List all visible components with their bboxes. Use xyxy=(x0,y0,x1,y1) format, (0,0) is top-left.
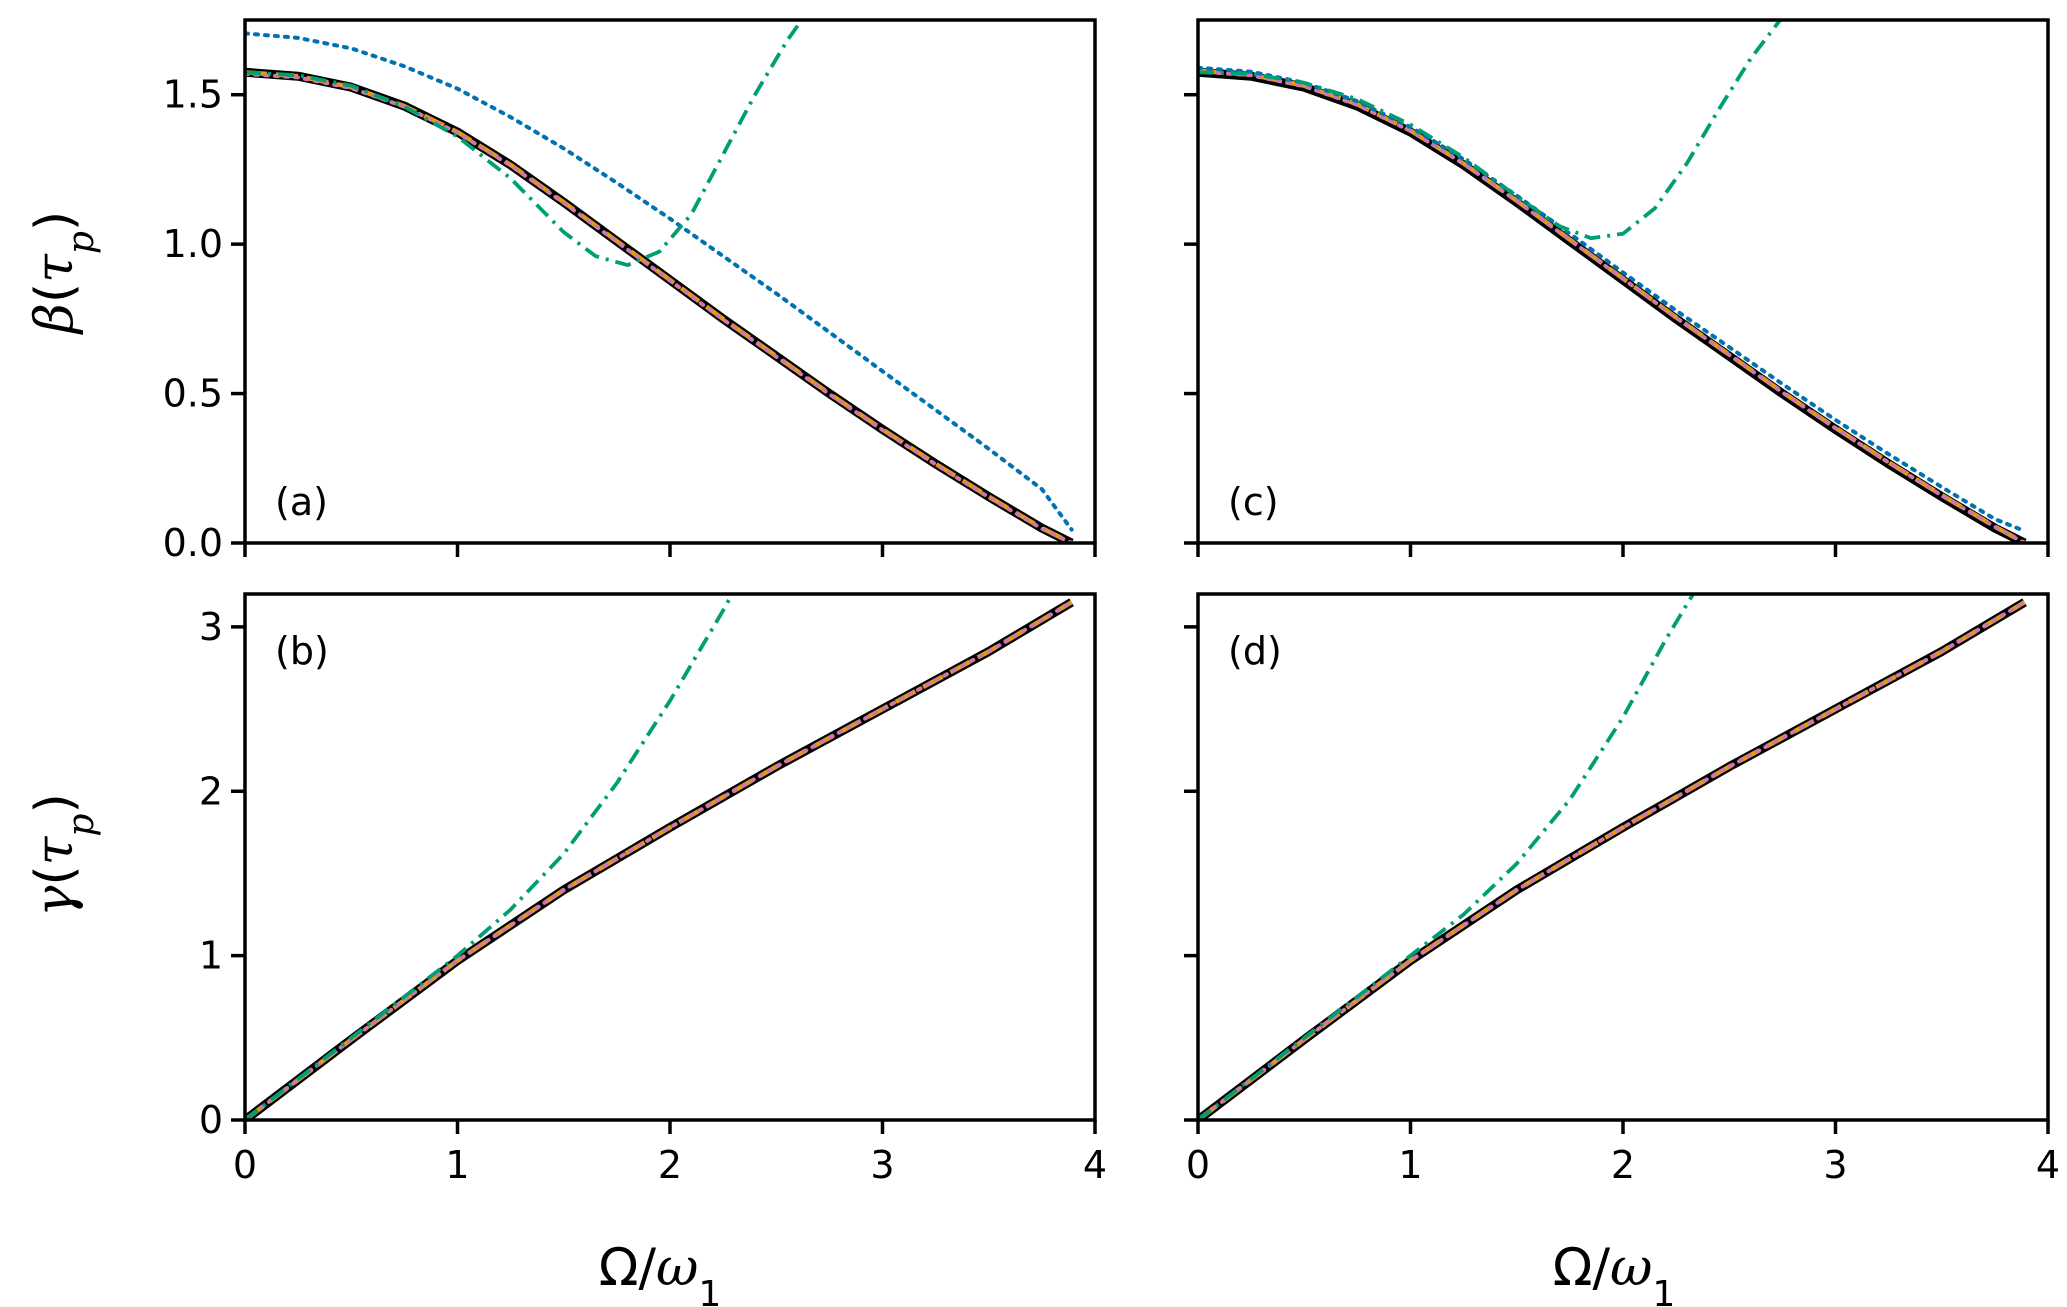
series-line-approx-green xyxy=(1198,594,1696,1120)
x-tick-label: 4 xyxy=(1083,1143,1107,1187)
x-tick-label: 4 xyxy=(2036,1143,2060,1187)
series-line-approx-blue xyxy=(1198,65,2027,533)
y-tick-label: 0.5 xyxy=(163,372,223,416)
y-tick-label: 1 xyxy=(199,934,223,978)
x-tick-label: 1 xyxy=(1398,1143,1422,1187)
y-tick-label: 3 xyxy=(199,605,223,649)
series-line-approx-green xyxy=(245,594,735,1120)
series-group xyxy=(245,20,1074,543)
x-tick-label: 3 xyxy=(870,1143,894,1187)
panel-label: (b) xyxy=(275,629,329,673)
x-tick-label: 3 xyxy=(1823,1143,1847,1187)
x-tick-label: 2 xyxy=(1611,1143,1635,1187)
series-line-approx-green xyxy=(1198,20,1783,241)
series-group xyxy=(1198,594,2027,1120)
x-axis-label-right: Ω/ω1 xyxy=(1553,1238,1676,1307)
panel-d: 0 1 2 3 4 (d) xyxy=(1184,592,2060,1187)
x-tick-label: 2 xyxy=(658,1143,682,1187)
series-line-approx-pink xyxy=(1198,600,2027,1120)
x-axis-label-left: Ω/ω1 xyxy=(599,1238,722,1307)
y-axis-label-beta: β(τp) xyxy=(25,211,102,335)
x-tick-label: 0 xyxy=(233,1143,257,1187)
x-tick-label: 1 xyxy=(445,1143,469,1187)
panel-c: (c) xyxy=(1184,18,2050,557)
series-line-approx-green xyxy=(245,20,805,268)
series-line-approx-pink xyxy=(1198,69,2027,543)
y-tick-label: 2 xyxy=(199,769,223,813)
y-axis-label-gamma: γ(τp) xyxy=(25,793,102,917)
y-tick-label: 1.0 xyxy=(163,222,223,266)
series-group xyxy=(1198,20,2027,543)
y-tick-label: 0 xyxy=(199,1098,223,1142)
x-tick-label: 0 xyxy=(1186,1143,1210,1187)
y-tick-label: 1.5 xyxy=(163,73,223,117)
series-line-approx-blue xyxy=(245,31,1074,532)
panel-label: (a) xyxy=(275,480,328,524)
panel-a: 0.0 0.5 1.0 1.5 (a) xyxy=(163,18,1097,565)
y-tick-label: 0.0 xyxy=(163,521,223,565)
panel-label: (d) xyxy=(1228,629,1282,673)
series-line-approx-pink xyxy=(245,600,1074,1120)
panel-b: 0 1 2 3 4 0 1 2 3 (b) xyxy=(199,592,1107,1187)
panel-label: (c) xyxy=(1228,480,1279,524)
series-group xyxy=(245,594,1074,1120)
